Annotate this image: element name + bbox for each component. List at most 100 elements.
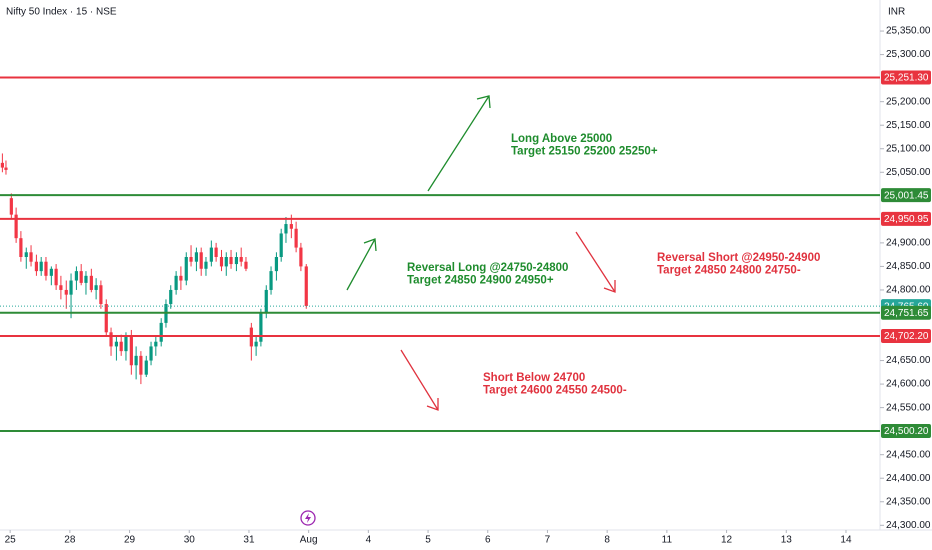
y-tick-label: 24,800.00 (886, 285, 931, 296)
candle-body (274, 256, 279, 272)
candle-body (39, 261, 43, 272)
arrows (346, 95, 616, 411)
annotation-text: Target 24850 24900 24950+ (407, 275, 554, 287)
x-tick-label: 30 (184, 535, 196, 546)
arrow-head (476, 95, 491, 109)
level-badge (881, 328, 931, 343)
candle-body (224, 256, 228, 267)
candle-body (24, 252, 28, 257)
x-tick-label: 4 (366, 535, 372, 546)
arrow (400, 349, 439, 411)
y-tick-label: 25,200.00 (886, 96, 931, 107)
x-tick-label: 8 (604, 535, 610, 546)
candle-body (239, 256, 243, 262)
candle-body (44, 261, 48, 276)
event-bolt[interactable] (305, 513, 311, 523)
x-tick-label: 11 (662, 535, 673, 546)
y-tick-label: 25,350.00 (886, 26, 931, 37)
annotation-text: Reversal Short @24950-24900 (657, 252, 820, 264)
annotation-text: Target 24600 24550 24500- (483, 385, 627, 397)
candle-body (9, 198, 13, 215)
candle-body (184, 256, 188, 281)
candle-body (304, 266, 308, 306)
candle-body (269, 271, 273, 290)
annotation-text: Target 24850 24800 24750- (657, 265, 801, 277)
y-tick-label: 25,050.00 (886, 167, 931, 178)
candle-body (299, 247, 303, 267)
candle-body (94, 285, 98, 290)
candle-body (64, 289, 68, 295)
annotation-text: Long Above 25000 (511, 133, 612, 145)
candle-body (229, 256, 233, 265)
candle-body (179, 275, 183, 281)
candle-body (14, 214, 18, 239)
level-label: 25,001.45 (884, 190, 929, 201)
arrow-head (363, 238, 377, 252)
candle-body (104, 304, 108, 333)
x-tick-label: 29 (124, 535, 136, 546)
candle-body (114, 341, 119, 347)
candle-body (209, 247, 213, 262)
currency: INR (888, 7, 905, 18)
candle-body (244, 261, 248, 269)
level-label: 24,950.95 (884, 214, 929, 225)
candle-body (174, 275, 178, 290)
y-tick-label: 24,600.00 (886, 379, 931, 390)
y-tick-label: 24,900.00 (886, 238, 931, 249)
level-label: 24,702.20 (884, 331, 929, 342)
x-tick-label: 6 (485, 535, 491, 546)
x-tick-label: 31 (243, 535, 255, 546)
x-tick-label: 25 (5, 535, 17, 546)
event-icon[interactable] (300, 510, 316, 526)
annotation-text: Short Below 24700 (483, 372, 585, 384)
x-tick-label: 13 (781, 535, 793, 546)
candle-body (289, 224, 293, 229)
candle-body (249, 327, 253, 347)
arrow (346, 238, 376, 291)
x-tick-label: 7 (545, 535, 551, 546)
candle-body (259, 313, 263, 342)
level-label: 24,500.20 (884, 426, 929, 437)
candle-body (214, 247, 218, 257)
y-tick-label: 24,300.00 (886, 520, 931, 531)
level-label: 25,251.30 (884, 73, 929, 84)
candle-body (49, 268, 53, 276)
arrow (427, 95, 490, 192)
y-tick-label: 25,300.00 (886, 49, 931, 60)
candle-body (124, 337, 128, 352)
candle-body (89, 275, 93, 290)
candle-body (74, 271, 79, 281)
candle-body (219, 256, 224, 267)
candle-body (149, 346, 153, 361)
x-tick-label: 28 (64, 535, 76, 546)
y-tick-label: 24,350.00 (886, 496, 931, 507)
candle-body (139, 355, 143, 375)
y-tick-label: 24,400.00 (886, 473, 931, 484)
level-badge (881, 188, 931, 203)
candle-body (294, 228, 298, 248)
y-tick-label: 24,550.00 (886, 402, 931, 413)
candle-body (284, 224, 288, 234)
level-badge (881, 70, 931, 85)
y-tick-label: 24,850.00 (886, 261, 931, 272)
candle-body (189, 256, 193, 262)
x-tick-label: 5 (425, 535, 431, 546)
candle-body (54, 268, 58, 286)
candle-body (59, 285, 63, 290)
candle-body (99, 285, 103, 305)
candle-body (199, 252, 203, 269)
candle-body (194, 252, 199, 262)
candle-body (109, 332, 113, 347)
candle-body (119, 341, 123, 352)
annotation-text: Target 25150 25200 25250+ (511, 146, 658, 158)
candle-body (19, 238, 23, 257)
y-tick-label: 24,650.00 (886, 355, 931, 366)
arrow-head (426, 398, 439, 411)
candle-body (154, 341, 158, 347)
annotation-text: Reversal Long @24750-24800 (407, 262, 568, 274)
x-tick-label: 12 (721, 535, 733, 546)
candle-body (264, 289, 268, 314)
arrow (575, 231, 616, 293)
